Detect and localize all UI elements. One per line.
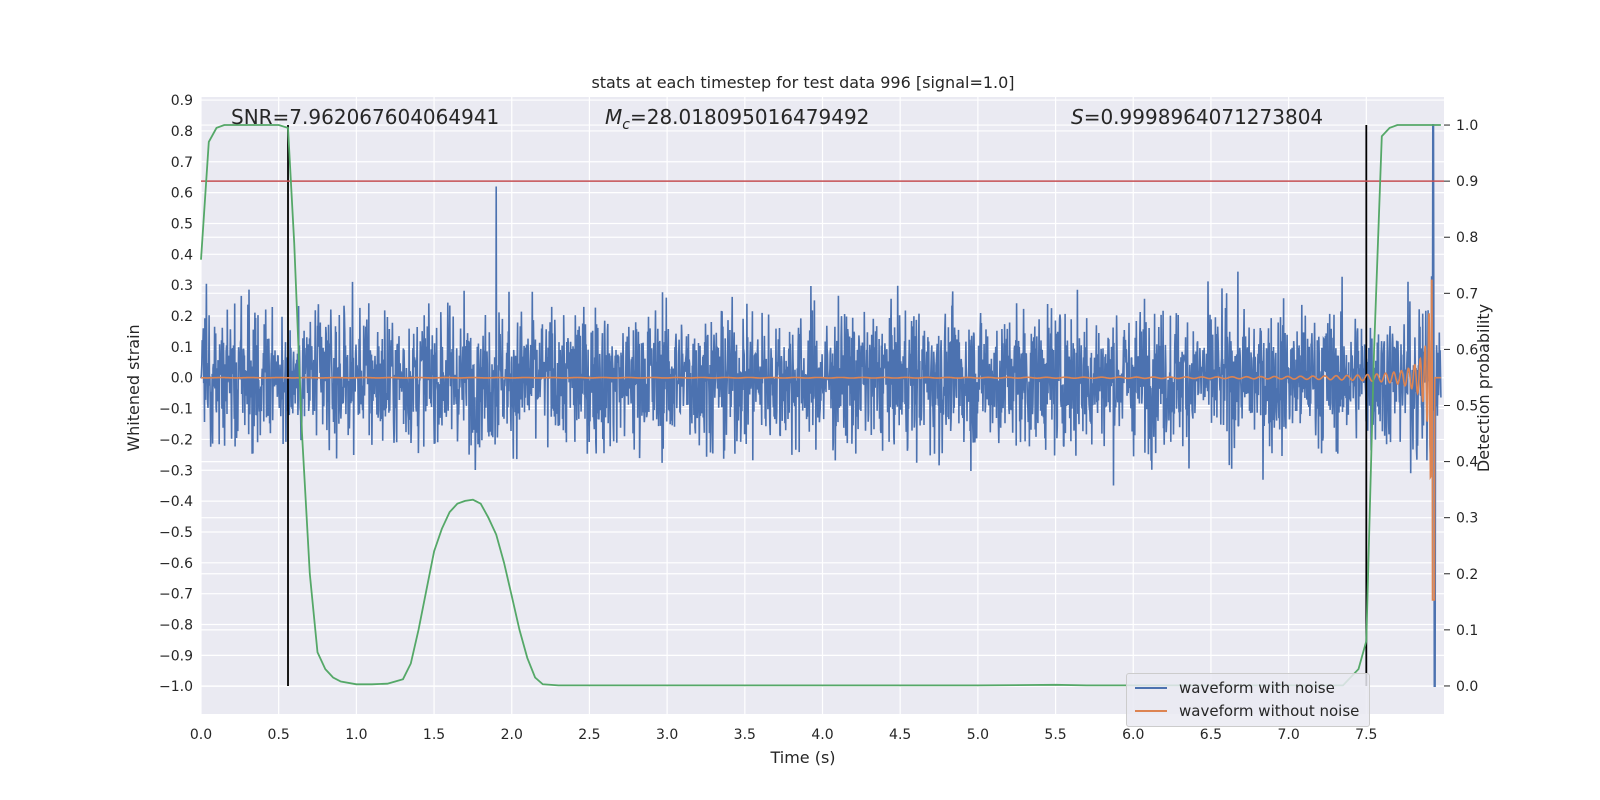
y-axis-label: Whitened strain: [124, 324, 143, 451]
series-waveform-with-noise: [200, 124, 1442, 687]
x-tick-label: 3.0: [656, 727, 678, 743]
chart-title: stats at each timestep for test data 996…: [591, 73, 1014, 92]
x-tick-label: 6.0: [1122, 727, 1144, 743]
x-tick-label: 3.5: [734, 727, 756, 743]
x-axis-ticks: 0.0 0.5 1.0 1.5 2.0 2.5 3.0 3.5 4.0 4.5 5.0 5.5 6.0 6…: [190, 727, 1378, 743]
x-tick-label: 4.5: [889, 727, 911, 743]
mc-symbol: M: [605, 105, 622, 129]
y-tick-label: −0.2: [159, 432, 193, 448]
y-tick-label: −0.9: [159, 648, 193, 664]
y2-tick-label: 0.5: [1456, 399, 1478, 415]
x-tick-label: 7.5: [1355, 727, 1377, 743]
legend-label-clean: waveform without noise: [1179, 702, 1360, 720]
y2-tick-label: 0.1: [1456, 623, 1478, 639]
y2-axis-ticks: 1.0 0.9 0.8 0.7 0.6 0.5 0.4 0.3 0.2 0.1 0.0: [1444, 118, 1478, 695]
x-tick-label: 2.5: [578, 727, 600, 743]
snr-annotation: SNR=7.962067604064941: [231, 105, 499, 129]
legend-item-noise: waveform with noise: [1135, 678, 1335, 698]
y2-tick-label: 0.7: [1456, 286, 1478, 302]
y2-tick-label: 0.4: [1456, 455, 1478, 471]
y2-tick-label: 0.9: [1456, 174, 1478, 190]
y-tick-label: −0.7: [159, 587, 193, 603]
y-tick-label: 0.2: [171, 309, 193, 325]
x-tick-label: 1.0: [345, 727, 367, 743]
detection-markers: [287, 125, 1368, 686]
y-tick-label: 0.8: [171, 124, 193, 140]
probability-line: [200, 124, 1441, 687]
x-axis-label: Time (s): [769, 748, 835, 767]
y-tick-label: 0.3: [171, 278, 193, 294]
y-tick-label: 0.4: [171, 247, 193, 263]
x-tick-label: 7.0: [1277, 727, 1299, 743]
y-tick-label: 0.0: [171, 371, 193, 387]
x-tick-label: 0.0: [190, 727, 212, 743]
y-tick-label: 0.6: [171, 186, 193, 202]
x-tick-label: 6.5: [1200, 727, 1222, 743]
x-tick-label: 1.5: [423, 727, 445, 743]
x-tick-label: 2.0: [501, 727, 523, 743]
x-tick-label: 4.0: [811, 727, 833, 743]
y-tick-label: 0.1: [171, 340, 193, 356]
y-tick-label: −0.6: [159, 556, 193, 572]
mc-annotation: Mc=28.018095016479492: [605, 105, 869, 133]
y-tick-label: 0.5: [171, 216, 193, 232]
x-tick-label: 5.0: [967, 727, 989, 743]
y2-tick-label: 0.8: [1456, 230, 1478, 246]
y-tick-label: 0.7: [171, 155, 193, 171]
y2-tick-label: 0.6: [1456, 342, 1478, 358]
y-tick-label: −0.5: [159, 525, 193, 541]
chirp-line: [201, 279, 1441, 601]
y-tick-label: −1.0: [159, 679, 193, 695]
legend-item-clean: waveform without noise: [1135, 701, 1359, 721]
y2-tick-label: 0.0: [1456, 679, 1478, 695]
legend-swatch-clean: [1135, 710, 1167, 712]
noise-line: [200, 124, 1442, 687]
y-axis-ticks: 0.9 0.8 0.7 0.6 0.5 0.4 0.3 0.2 0.1 0.0 −0.1 −0.2 −0…: [159, 93, 193, 695]
y-tick-label: −0.1: [159, 402, 193, 418]
y2-tick-label: 1.0: [1456, 118, 1478, 134]
s-value: =0.9998964071273804: [1084, 105, 1323, 129]
legend: waveform with noise waveform without noi…: [1126, 673, 1370, 727]
x-tick-label: 5.5: [1044, 727, 1066, 743]
y-tick-label: −0.8: [159, 618, 193, 634]
s-annotation: S=0.9998964071273804: [1071, 105, 1323, 129]
legend-label-noise: waveform with noise: [1179, 679, 1335, 697]
y-tick-label: −0.4: [159, 494, 193, 510]
s-symbol: S: [1071, 105, 1084, 129]
y-tick-label: −0.3: [159, 463, 193, 479]
mc-value: =28.018095016479492: [630, 105, 869, 129]
legend-swatch-noise: [1135, 687, 1167, 689]
mc-subscript: c: [622, 117, 630, 133]
y2-tick-label: 0.3: [1456, 511, 1478, 527]
y-tick-label: 0.9: [171, 93, 193, 109]
series-waveform-without-noise: [201, 279, 1441, 601]
series-detection-probability: [200, 124, 1441, 687]
y2-axis-label: Detection probability: [1474, 304, 1493, 472]
x-tick-label: 0.5: [268, 727, 290, 743]
y2-tick-label: 0.2: [1456, 567, 1478, 583]
